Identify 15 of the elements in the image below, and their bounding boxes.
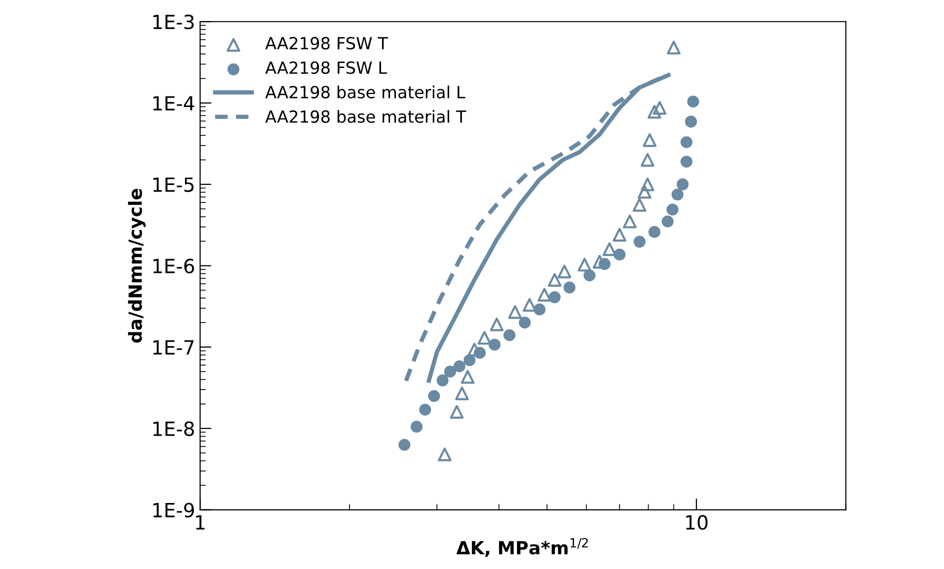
x-tick-label: 1 <box>196 515 205 530</box>
y-tick-label: 1E-5 <box>153 178 194 192</box>
legend-label: AA2198 FSW T <box>265 36 388 50</box>
y-tick-label: 1E-3 <box>153 14 194 30</box>
legend-label: AA2198 base material L <box>265 86 466 98</box>
y-tick-label: 1E-9 <box>153 502 194 518</box>
legend-label: AA2198 FSW L <box>265 61 387 74</box>
y-tick-label: 1E-7 <box>153 340 194 354</box>
y-axis-title: da/dNmm/cycle <box>128 188 146 343</box>
y-tick-label: 1E-4 <box>153 96 194 110</box>
x-axis-title: ΔK, MPa*m$^{1/2}$ <box>456 538 588 557</box>
legend-label: AA2198 base material T <box>265 110 466 123</box>
y-tick-label: 1E-8 <box>153 421 194 436</box>
x-tick-label: 10 <box>686 515 708 530</box>
y-tick-label: 1E-6 <box>153 258 194 274</box>
